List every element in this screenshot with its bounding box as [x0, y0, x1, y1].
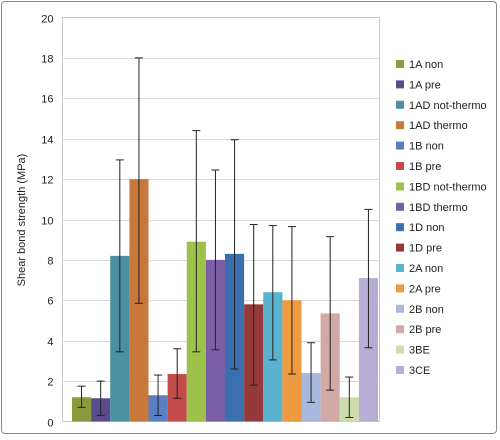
legend-swatch: [396, 100, 404, 109]
legend-swatch: [396, 264, 404, 272]
bar-chart: 0 2 4 6 8 10 12 14 16 18 20 Shear bond strength (M…: [16, 14, 487, 430]
legend-label: 1D pre: [409, 243, 442, 255]
legend-swatch: [396, 121, 404, 130]
legend-swatch: [396, 80, 404, 89]
legend-swatch: [396, 243, 404, 252]
legend-label: 1AD not-thermo: [409, 100, 487, 112]
bar: [72, 397, 92, 422]
legend-swatch: [396, 284, 404, 293]
y-tick-label: 6: [47, 296, 53, 308]
y-axis-title: Shear bond strength (MPa): [16, 154, 28, 287]
legend-label: 2A non: [409, 263, 443, 275]
legend-label: 1AD thermo: [409, 120, 468, 132]
legend-label: 2A pre: [409, 283, 441, 295]
legend-swatch: [396, 202, 404, 211]
legend-label: 1B pre: [409, 161, 441, 173]
legend-label: 2B non: [409, 304, 444, 316]
legend-swatch: [396, 345, 404, 354]
legend-swatch: [396, 141, 404, 150]
y-tick-label: 4: [47, 337, 53, 349]
y-tick-label: 8: [47, 256, 53, 268]
y-tick-label: 12: [41, 175, 53, 187]
legend-label: 1B non: [409, 141, 444, 153]
y-axis-ticks: 0 2 4 6 8 10 12 14 16 18 20: [41, 14, 53, 430]
legend-label: 1BD not-thermo: [409, 181, 487, 193]
y-tick-label: 18: [41, 54, 53, 66]
legend-label: 2B pre: [409, 324, 441, 336]
legend-label: 1BD thermo: [409, 202, 468, 214]
legend-label: 3BE: [409, 345, 430, 357]
legend: 1A non 1A pre 1AD not-thermo 1AD thermo 1B n…: [396, 59, 487, 377]
legend-label: 1D non: [409, 222, 444, 234]
y-tick-label: 2: [47, 377, 53, 389]
y-tick-label: 14: [41, 135, 53, 147]
legend-swatch: [396, 182, 404, 191]
bar: [358, 278, 379, 422]
chart-frame: 0 2 4 6 8 10 12 14 16 18 20 Shear bond strength (M…: [1, 1, 497, 434]
y-tick-label: 16: [41, 94, 53, 106]
y-tick-label: 20: [41, 14, 53, 26]
legend-label: 3CE: [409, 365, 430, 377]
legend-swatch: [396, 60, 404, 68]
legend-label: 1A pre: [409, 79, 441, 91]
error-bars: [77, 57, 373, 418]
legend-swatch: [396, 325, 404, 334]
legend-swatch: [396, 304, 404, 313]
legend-label: 1A non: [409, 59, 443, 71]
y-tick-label: 0: [47, 418, 53, 430]
legend-swatch: [396, 366, 404, 374]
legend-swatch: [396, 162, 404, 170]
legend-swatch: [396, 223, 404, 232]
y-tick-label: 10: [41, 216, 53, 228]
